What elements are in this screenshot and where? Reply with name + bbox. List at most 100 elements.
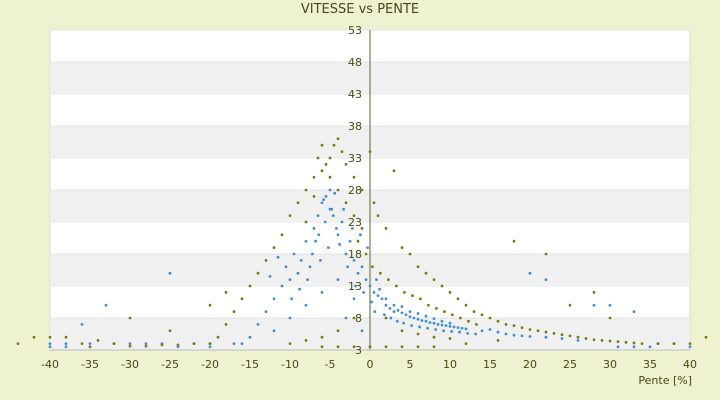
data-point-series-1 bbox=[488, 328, 492, 331]
data-point-series-2 bbox=[504, 323, 508, 326]
data-point-series-2 bbox=[240, 297, 244, 301]
data-point-series-1 bbox=[312, 227, 316, 230]
data-point-series-1 bbox=[688, 345, 692, 349]
data-point-series-1 bbox=[256, 323, 260, 326]
data-point-series-2 bbox=[544, 252, 548, 256]
data-point-series-1 bbox=[608, 303, 612, 307]
x-tick-label: -40 bbox=[41, 358, 59, 371]
x-tick-label: -20 bbox=[201, 358, 219, 371]
y-tick-label: 43 bbox=[348, 88, 362, 101]
data-point-series-1 bbox=[432, 317, 436, 321]
data-point-series-1 bbox=[383, 313, 386, 317]
data-point-series-2 bbox=[320, 143, 324, 147]
data-point-series-2 bbox=[32, 335, 36, 339]
data-point-series-1 bbox=[466, 331, 469, 335]
data-point-series-1 bbox=[232, 342, 236, 345]
data-point-series-1 bbox=[496, 330, 500, 334]
data-point-series-1 bbox=[354, 284, 357, 288]
data-point-series-1 bbox=[360, 265, 364, 269]
data-point-series-2 bbox=[332, 143, 336, 147]
data-point-series-1 bbox=[450, 330, 453, 333]
data-point-series-2 bbox=[312, 175, 316, 179]
data-point-series-1 bbox=[331, 214, 335, 218]
data-point-series-2 bbox=[432, 278, 436, 281]
data-point-series-1 bbox=[240, 342, 244, 345]
data-point-series-2 bbox=[316, 156, 320, 160]
data-point-series-2 bbox=[592, 338, 596, 342]
data-point-series-2 bbox=[288, 214, 292, 218]
data-point-series-2 bbox=[344, 201, 348, 205]
data-point-series-1 bbox=[402, 321, 405, 325]
data-point-series-2 bbox=[608, 316, 612, 320]
data-point-series-2 bbox=[344, 163, 348, 166]
data-point-series-2 bbox=[672, 342, 676, 345]
data-point-series-1 bbox=[400, 305, 404, 308]
y-tick-label: 53 bbox=[348, 24, 362, 37]
data-point-series-2 bbox=[440, 284, 444, 288]
data-point-series-2 bbox=[360, 188, 364, 192]
data-point-series-1 bbox=[327, 246, 330, 250]
x-tick-label: 25 bbox=[563, 358, 577, 371]
data-point-series-1 bbox=[380, 297, 384, 301]
data-point-series-1 bbox=[48, 342, 52, 345]
data-point-series-1 bbox=[440, 319, 444, 323]
data-point-series-1 bbox=[460, 326, 464, 330]
data-point-series-2 bbox=[424, 271, 428, 275]
data-point-series-1 bbox=[444, 324, 448, 328]
data-point-series-1 bbox=[319, 259, 322, 262]
data-point-series-2 bbox=[432, 345, 436, 349]
data-point-series-2 bbox=[112, 342, 116, 345]
data-point-series-1 bbox=[346, 265, 349, 269]
data-point-series-1 bbox=[452, 325, 456, 329]
data-point-series-2 bbox=[144, 344, 148, 348]
data-point-series-1 bbox=[408, 310, 412, 313]
data-point-series-1 bbox=[360, 329, 364, 333]
data-point-series-1 bbox=[324, 195, 328, 198]
data-point-series-2 bbox=[451, 313, 454, 317]
data-point-series-2 bbox=[352, 214, 356, 218]
x-axis-label: Pente [%] bbox=[638, 374, 692, 387]
data-point-series-2 bbox=[536, 329, 540, 333]
x-tick-label: -30 bbox=[121, 358, 139, 371]
data-point-series-2 bbox=[328, 175, 332, 179]
data-point-series-2 bbox=[400, 246, 404, 250]
data-point-series-2 bbox=[312, 195, 316, 198]
data-point-series-1 bbox=[412, 316, 416, 320]
data-point-series-1 bbox=[434, 328, 437, 331]
data-point-series-1 bbox=[208, 345, 212, 349]
data-point-series-1 bbox=[528, 271, 532, 275]
data-point-series-2 bbox=[364, 252, 368, 256]
data-point-series-2 bbox=[368, 150, 372, 154]
data-point-series-1 bbox=[404, 313, 408, 317]
data-point-series-1 bbox=[264, 310, 268, 313]
data-point-series-1 bbox=[314, 239, 317, 243]
data-point-series-1 bbox=[375, 278, 378, 281]
data-point-series-1 bbox=[373, 310, 377, 313]
data-point-series-2 bbox=[528, 328, 532, 331]
data-point-series-1 bbox=[366, 246, 369, 250]
data-point-series-1 bbox=[64, 342, 68, 345]
data-point-series-1 bbox=[280, 284, 284, 288]
data-point-series-1 bbox=[424, 314, 428, 318]
y-tick-label: 48 bbox=[348, 56, 362, 69]
data-point-series-2 bbox=[472, 310, 476, 313]
data-point-series-1 bbox=[632, 310, 636, 313]
data-point-series-2 bbox=[416, 332, 420, 336]
data-point-series-2 bbox=[496, 319, 500, 323]
x-tick-label: 0 bbox=[367, 358, 374, 371]
data-point-series-1 bbox=[424, 319, 428, 323]
data-point-series-1 bbox=[426, 326, 429, 330]
data-point-series-1 bbox=[356, 271, 360, 275]
data-point-series-2 bbox=[128, 316, 132, 320]
data-point-series-1 bbox=[359, 233, 362, 237]
data-point-series-2 bbox=[232, 310, 236, 313]
data-point-series-2 bbox=[488, 316, 492, 320]
data-point-series-1 bbox=[168, 271, 172, 275]
data-point-series-2 bbox=[224, 323, 228, 326]
data-point-series-1 bbox=[317, 233, 321, 237]
data-point-series-1 bbox=[364, 278, 368, 281]
data-point-series-2 bbox=[256, 271, 260, 275]
data-point-series-1 bbox=[592, 303, 596, 307]
data-point-series-1 bbox=[376, 294, 380, 297]
data-point-series-1 bbox=[410, 324, 413, 328]
